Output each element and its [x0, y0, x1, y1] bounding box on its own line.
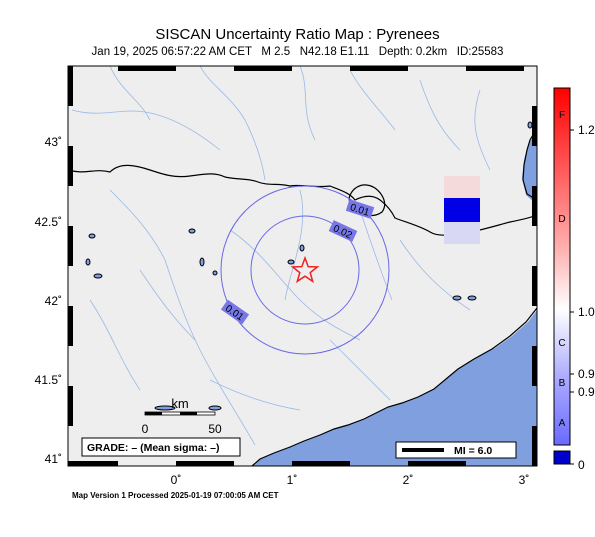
grade-label-c: C	[558, 338, 565, 349]
frame-ticks	[68, 66, 537, 466]
mi-legend-line	[402, 448, 444, 452]
cb-value-1-0: 1.0	[578, 305, 595, 319]
colorbar-gradient	[553, 87, 571, 446]
grade-label-b: B	[559, 378, 566, 389]
lon-label-2: 2˚	[403, 473, 414, 487]
cb-value-0: 0	[578, 458, 585, 472]
lon-label-3: 3˚	[519, 473, 530, 487]
grade-label-f: F	[559, 110, 565, 121]
latitude-labels: 43˚ 42.5˚ 42˚ 41.5˚ 41˚	[35, 135, 62, 466]
ratio-cell-blue	[444, 198, 480, 222]
longitude-labels: 0˚ 1˚ 2˚ 3˚	[171, 473, 530, 487]
event-info-subtitle: Jan 19, 2025 06:57:22 AM CET M 2.5 N42.1…	[91, 46, 504, 58]
ratio-cell-lightblue	[444, 222, 480, 244]
cb-value-1-2: 1.2	[578, 123, 595, 137]
processing-footer: Map Version 1 Processed 2025-01-19 07:00…	[72, 491, 279, 500]
mi-legend-text: MI = 6.0	[454, 445, 492, 457]
colorbar-grade-labels: F D C B A	[558, 110, 565, 429]
scale-bar: km 0 50	[142, 396, 222, 436]
scale-bar-unit: km	[171, 396, 188, 411]
lat-label-43: 43˚	[45, 135, 62, 149]
map-title: SISCAN Uncertainty Ratio Map : Pyrenees	[155, 26, 440, 43]
cb-value-0-9b: 0.9	[578, 385, 595, 399]
grade-label-d: D	[558, 214, 565, 225]
grade-text: GRADE: – (Mean sigma: –)	[87, 442, 219, 454]
lat-label-41: 41˚	[45, 452, 62, 466]
grade-box	[81, 437, 241, 457]
ratio-cell-pink	[444, 176, 480, 198]
mi-legend-box	[395, 441, 517, 459]
lat-label-42: 42˚	[45, 294, 62, 308]
star-icon	[290, 255, 320, 284]
lat-label-41-5: 41.5˚	[35, 373, 62, 387]
grade-label-a: A	[559, 418, 566, 429]
rivers	[71, 66, 491, 446]
lakes	[85, 121, 533, 411]
scale-bar-start: 0	[142, 422, 149, 436]
lon-label-1: 1˚	[287, 473, 298, 487]
scale-bar-end: 50	[208, 422, 222, 436]
cb-value-0-9a: 0.9	[578, 367, 595, 381]
lat-label-42-5: 42.5˚	[35, 215, 62, 229]
uncertainty-contours	[220, 185, 390, 355]
colorbar-min-swatch	[553, 450, 571, 465]
sea-area	[252, 310, 537, 466]
colorbar-value-labels: 1.2 1.0 0.9 0.9 0	[570, 123, 595, 472]
lon-label-0: 0˚	[171, 473, 182, 487]
